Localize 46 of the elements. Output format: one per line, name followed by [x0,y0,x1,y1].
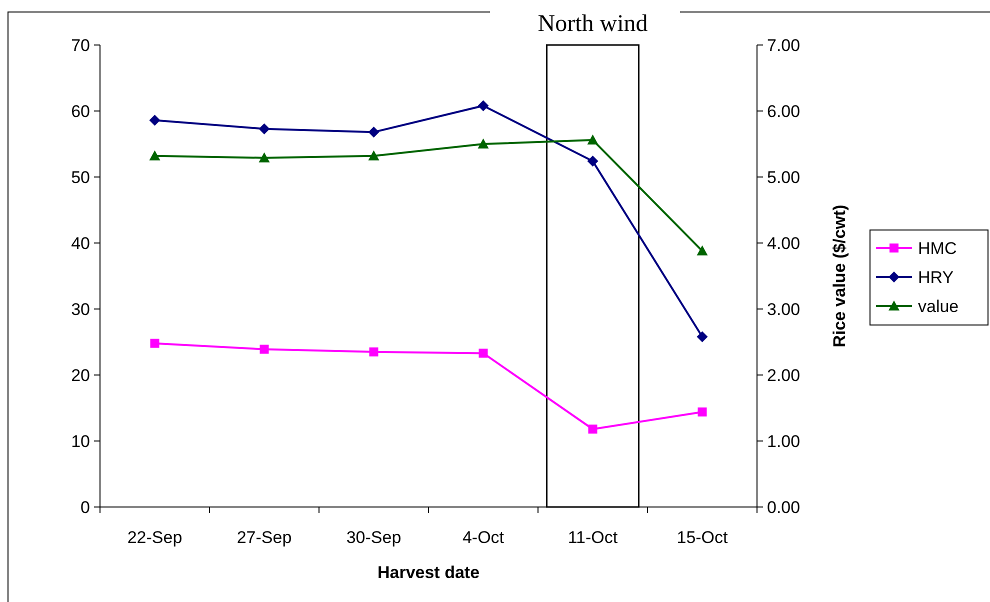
y2-axis-title: Rice value ($/cwt) [830,204,849,348]
point [588,424,598,434]
y2-tick-label: 1.00 [767,432,800,451]
y2-tick-label: 0.00 [767,498,800,517]
point [368,126,380,138]
point [258,152,270,162]
y-tick-label: 70 [71,36,90,55]
y2-tick-label: 5.00 [767,168,800,187]
point [260,344,269,354]
y-tick-label: 60 [71,102,90,121]
y-tick-label: 50 [71,168,90,187]
x-tick-label: 30-Sep [346,528,402,547]
legend-label: HMC [918,238,957,258]
point [478,348,488,358]
y-tick-label: 30 [71,300,90,319]
point [698,407,707,416]
y-tick-label: 20 [71,366,90,385]
point [478,138,489,148]
y2-tick-label: 3.00 [767,300,800,319]
point [696,245,708,256]
point [149,114,160,126]
point [369,347,378,356]
point [587,156,598,167]
y2-tick-label: 2.00 [767,366,800,385]
y-tick-label: 10 [71,432,90,451]
y2-tick-label: 7.00 [767,36,800,55]
band-label: North wind [538,11,648,37]
x-tick-label: 27-Sep [236,528,292,547]
legend-label: value [918,296,959,316]
point [696,331,708,342]
point [149,150,160,160]
point [368,150,380,160]
x-tick-label: 11-Oct [568,528,618,547]
point [150,338,160,348]
x-tick-label: 22-Sep [127,528,182,547]
point [587,134,598,145]
point [258,123,270,134]
x-tick-label: 15-Oct [676,528,728,547]
legend-label: HRY [918,268,954,287]
x-tick-label: 4-Oct [462,528,504,547]
y2-tick-label: 4.00 [767,234,800,253]
x-axis-title: Harvest date [377,563,480,582]
y-tick-label: 40 [71,234,90,253]
point [478,100,489,112]
y-tick-label: 0 [80,498,90,517]
y2-tick-label: 6.00 [767,102,800,121]
